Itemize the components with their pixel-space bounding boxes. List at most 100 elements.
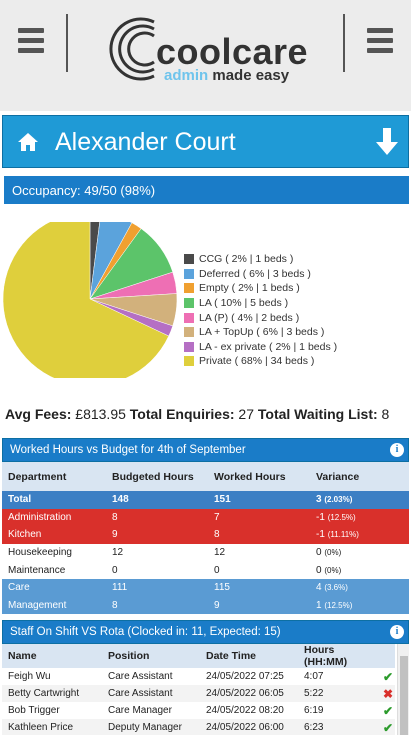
cell-variance: 4 (3.6%) (310, 578, 409, 597)
table-row[interactable]: Administration 8 7 -1 (12.5%) (2, 508, 409, 527)
column-header[interactable]: Position (102, 644, 200, 668)
column-header[interactable]: Department (2, 462, 106, 491)
legend-label: Empty ( 2% | 1 beds ) (199, 282, 300, 295)
left-menu-button[interactable] (18, 28, 44, 54)
cell-dept: Care (2, 578, 106, 597)
cell-worked: 9 (208, 596, 310, 615)
worked-hours-table: Department Budgeted Hours Worked Hours V… (2, 462, 409, 615)
legend-item: Deferred ( 6% | 3 beds ) (184, 267, 337, 282)
column-header[interactable]: Variance (310, 462, 409, 491)
occupancy-label: Occupancy: 49/50 (98%) (12, 183, 156, 198)
cell-datetime: 24/05/2022 06:05 (200, 685, 298, 702)
home-title-bar: Alexander Court (2, 115, 409, 168)
legend-label: Deferred ( 6% | 3 beds ) (199, 267, 311, 280)
variance-percent: (3.6%) (324, 583, 348, 593)
cell-dept: Management (2, 596, 106, 615)
logo-wordmark: coolcare (156, 31, 309, 72)
staff-panel-header: Staff On Shift VS Rota (Clocked in: 11, … (2, 620, 409, 644)
legend-item: CCG ( 2% | 1 beds ) (184, 252, 337, 267)
cell-worked: 12 (208, 543, 310, 562)
legend-label: LA + TopUp ( 6% | 3 beds ) (199, 326, 325, 339)
cell-variance: 0 (0%) (310, 543, 409, 562)
status-column-header (377, 644, 395, 668)
worked-hours-title: Worked Hours vs Budget for 4th of Septem… (10, 444, 246, 456)
variance-percent: (0%) (324, 565, 342, 575)
legend-label: LA ( 10% | 5 beds ) (199, 297, 289, 310)
coolcare-logo[interactable]: coolcare admin made easy (108, 14, 308, 84)
table-row[interactable]: Bob Trigger Care Manager 24/05/2022 08:20 6… (2, 702, 395, 719)
legend-swatch (184, 312, 194, 323)
column-header[interactable]: Name (2, 644, 102, 668)
occupancy-pie-chart (2, 222, 178, 378)
staff-scrollbar[interactable] (397, 644, 409, 735)
cell-worked: 8 (208, 526, 310, 544)
legend-label: LA - ex private ( 2% | 1 beds ) (199, 340, 338, 353)
cell-budget: 8 (106, 596, 208, 615)
variance-value: 0 (316, 547, 322, 559)
cell-budget: 0 (106, 561, 208, 579)
divider (343, 14, 345, 72)
cell-datetime: 24/05/2022 06:00 (200, 719, 298, 735)
legend-item: LA + TopUp ( 6% | 3 beds ) (184, 325, 337, 340)
home-icon[interactable] (17, 132, 39, 152)
total-enquiries-label: Total Enquiries: (129, 406, 235, 422)
legend-label: Private ( 68% | 34 beds ) (199, 355, 315, 368)
variance-value: 1 (316, 599, 322, 611)
home-title: Alexander Court (55, 128, 236, 156)
cell-dept: Administration (2, 508, 106, 527)
cell-dept: Housekeeping (2, 543, 106, 562)
table-row[interactable]: Total 148 151 3 (2.03%) (2, 491, 409, 509)
cell-position: Care Assistant (108, 671, 173, 682)
legend-item: Private ( 68% | 34 beds ) (184, 354, 337, 369)
cell-datetime: 24/05/2022 08:20 (206, 705, 284, 716)
staff-table: Name Position Date Time Hours (HH:MM) Fe… (2, 644, 395, 735)
cell-budget: 9 (106, 526, 208, 544)
legend-swatch (184, 268, 194, 279)
cell-hours: 5:22 (298, 685, 377, 702)
legend-swatch (184, 341, 194, 352)
cell-hours: 6:19 (304, 705, 324, 716)
info-icon[interactable]: i (390, 625, 404, 639)
column-header[interactable]: Worked Hours (208, 462, 310, 491)
divider (66, 14, 68, 72)
column-header[interactable]: Budgeted Hours (106, 462, 208, 491)
table-row[interactable]: Kitchen 9 8 -1 (11.11%) (2, 526, 409, 544)
cell-name: Bob Trigger (8, 705, 60, 716)
legend-swatch (184, 327, 194, 338)
cell-worked: 151 (208, 491, 310, 509)
column-header[interactable]: Hours (HH:MM) (298, 644, 377, 668)
table-row[interactable]: Management 8 9 1 (12.5%) (2, 596, 409, 615)
cell-worked: 115 (208, 578, 310, 597)
arrow-down-icon[interactable] (376, 128, 398, 156)
cell-budget: 8 (106, 508, 208, 527)
info-icon[interactable]: i (390, 443, 404, 457)
legend-item: LA - ex private ( 2% | 1 beds ) (184, 340, 337, 355)
top-bar: coolcare admin made easy (0, 0, 411, 111)
table-row[interactable]: Feigh Wu Care Assistant 24/05/2022 07:25 4:… (2, 668, 395, 685)
table-row[interactable]: Care 111 115 4 (3.6%) (2, 578, 409, 597)
waiting-list-value: 8 (381, 406, 390, 422)
variance-percent: (11.11%) (327, 530, 359, 540)
cell-budget: 111 (106, 578, 208, 597)
avg-fees-label: Avg Fees: (5, 406, 72, 422)
table-row[interactable]: Maintenance 0 0 0 (0%) (2, 561, 409, 579)
table-row[interactable]: Betty Cartwright Care Assistant 24/05/2022… (2, 685, 395, 702)
scroll-thumb[interactable] (400, 656, 408, 735)
legend-item: LA (P) ( 4% | 2 beds ) (184, 310, 337, 325)
cell-variance: 0 (0%) (310, 561, 409, 579)
pie-slice[interactable] (2, 222, 170, 378)
variance-value: -1 (316, 529, 325, 541)
cell-hours: 4:07 (304, 671, 324, 682)
column-header[interactable]: Date Time (200, 644, 298, 668)
cell-worked: 0 (208, 561, 310, 579)
legend-label: LA (P) ( 4% | 2 beds ) (199, 311, 300, 324)
right-menu-button[interactable] (367, 28, 393, 54)
logo-tag-made-easy: made easy (212, 67, 290, 84)
variance-percent: (2.03%) (324, 495, 353, 505)
table-row[interactable]: Housekeeping 12 12 0 (0%) (2, 543, 409, 562)
variance-percent: (12.5%) (324, 600, 353, 610)
table-row[interactable]: Kathleen Price Deputy Manager 24/05/2022 0… (2, 719, 395, 735)
logo-tag-admin: admin (164, 67, 209, 84)
cell-position: Care Manager (108, 705, 172, 716)
fees-summary: Avg Fees: £813.95 Total Enquiries: 27 To… (5, 406, 389, 422)
